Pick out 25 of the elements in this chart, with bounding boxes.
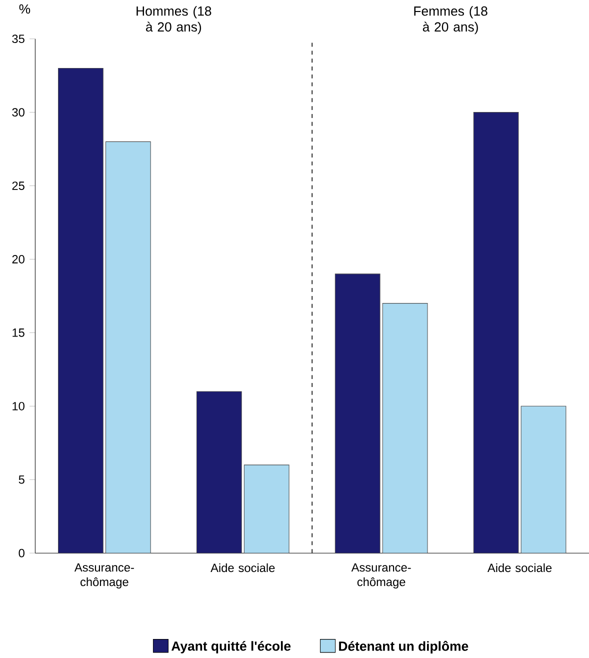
bar: [105, 141, 151, 554]
y-tick-label: 10: [12, 402, 24, 410]
x-tick-label: Assurance-chômage: [74, 563, 134, 588]
y-tick-label: 30: [12, 108, 24, 117]
legend-label: Ayant quitté l'école: [171, 640, 290, 654]
x-tick-label: Aide sociale: [487, 563, 552, 572]
legend-label: Détenant un diplôme: [338, 640, 468, 654]
text: Femmes (18 à 20 ans): [414, 6, 488, 34]
bar: [382, 303, 428, 554]
y-tick-label: 25: [12, 182, 24, 190]
y-tick-label: 15: [12, 328, 24, 337]
text: Hommes (18 à 20 ans): [136, 6, 212, 34]
y-tick-label: 35: [12, 34, 24, 44]
bar: [244, 464, 290, 554]
bar: [58, 68, 104, 554]
y-axis-title: %: [19, 4, 30, 14]
bar: [334, 274, 380, 554]
x-tick-label: Aide sociale: [210, 563, 275, 572]
bar: [473, 112, 519, 554]
bar: [520, 406, 566, 554]
x-tick-label: Assurance-chômage: [351, 563, 411, 588]
bar: [196, 391, 242, 554]
y-tick-label: 20: [12, 255, 24, 264]
y-tick-label: 5: [18, 475, 24, 484]
y-tick-label: 0: [18, 548, 24, 558]
